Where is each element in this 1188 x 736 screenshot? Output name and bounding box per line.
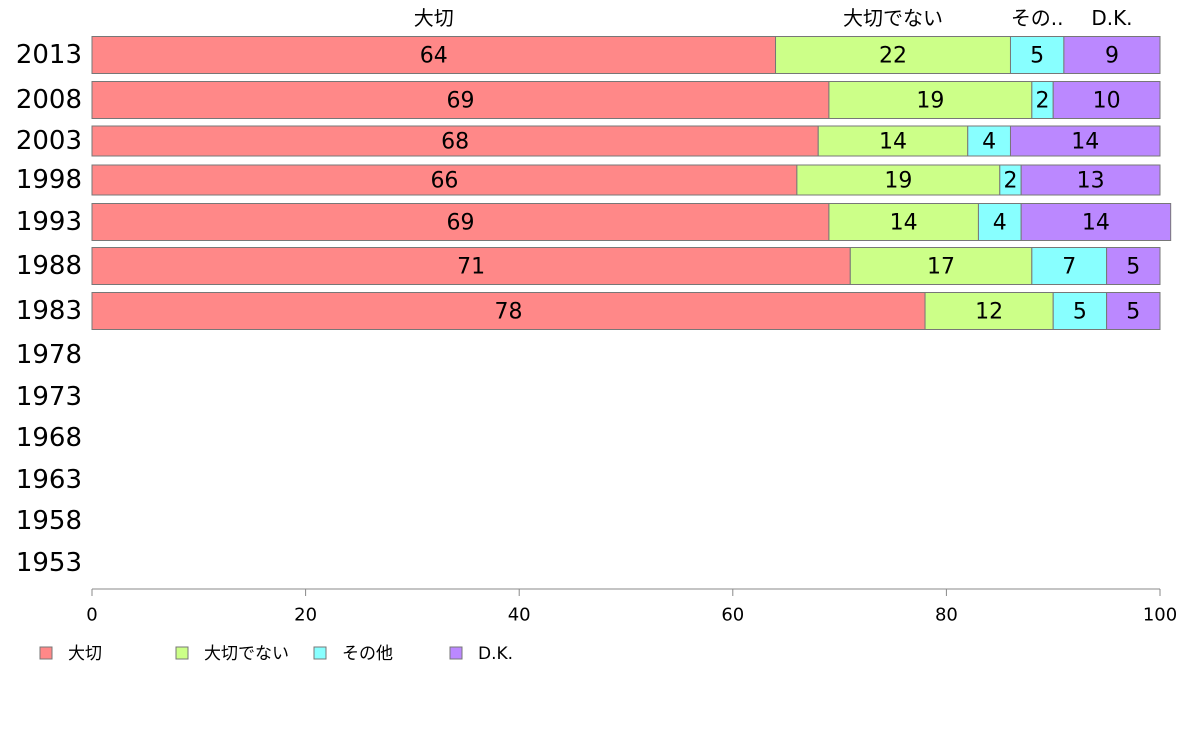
data-label: 22 [879,44,907,69]
series-top-label: 大切でない [843,6,943,30]
data-label: 10 [1093,89,1121,114]
y-tick-label: 1968 [16,423,82,453]
bar-segment [91,292,926,330]
data-label: 4 [982,130,996,155]
y-tick-label: 1983 [16,296,82,326]
data-label: 14 [1071,130,1099,155]
bar-segment [796,164,1001,196]
y-tick-label: 1973 [16,382,82,412]
y-tick-label: 2008 [16,85,82,115]
y-tick-label: 1998 [16,165,82,195]
data-label: 78 [495,300,523,325]
data-label: 2 [1036,89,1050,114]
bar-segment [967,125,1011,157]
data-label: 5 [1126,300,1140,325]
data-label: 19 [916,89,944,114]
bar-segment [1106,247,1161,285]
bar-segment [828,81,1033,119]
bar-segment [924,292,1054,330]
y-tick-label: 1963 [16,465,82,495]
bar-segment [1020,164,1161,196]
data-label: 71 [457,255,485,280]
y-tick-label: 1978 [16,340,82,370]
y-tick-label: 1953 [16,548,82,578]
y-tick-label: 2003 [16,126,82,156]
x-tick-label: 60 [721,605,744,626]
data-label: 12 [975,300,1003,325]
legend-label: 大切 [68,644,102,664]
x-tick-label: 100 [1143,605,1177,626]
bar-segment [91,36,777,74]
legend-label: D.K. [478,644,513,664]
data-label: 14 [890,211,918,236]
series-top-label: 大切 [414,6,454,30]
data-label: 69 [446,211,474,236]
bar-segment [91,81,830,119]
data-label: 9 [1105,44,1119,69]
bar-segment [91,125,819,157]
bar-segment [1009,125,1161,157]
legend-swatch [313,646,327,660]
data-label: 19 [884,169,912,194]
legend: 大切 大切でない その他 D.K. [39,644,513,664]
x-tick-label: 40 [508,605,531,626]
bar-segment [1020,203,1172,241]
bars: 64 22 5 9 69 19 2 10 68 14 4 14 66 19 2 13 69 14 4 14 71 17 7 5… [91,36,1172,330]
bar-segment [1106,292,1161,330]
x-tick-label: 80 [935,605,958,626]
data-label: 14 [1082,211,1110,236]
legend-swatch [175,646,189,660]
data-label: 5 [1030,44,1044,69]
data-label: 5 [1126,255,1140,280]
legend-label: 大切でない [204,644,289,664]
x-axis: 0 20 40 60 80 100 [86,588,1177,626]
x-tick-label: 20 [294,605,317,626]
top-series-labels: 大切 大切でない その.. D.K. [414,6,1133,30]
bar-segment [977,203,1022,241]
bar-segment [1063,36,1161,74]
y-tick-label: 2013 [16,40,82,70]
data-label: 14 [879,130,907,155]
data-label: 7 [1062,255,1076,280]
data-label: 66 [430,169,458,194]
data-label: 4 [993,211,1007,236]
y-tick-label: 1988 [16,251,82,281]
y-tick-label: 1958 [16,506,82,536]
data-label: 68 [441,130,469,155]
series-top-label: その.. [1011,6,1064,30]
data-label: 13 [1077,169,1105,194]
data-label: 69 [446,89,474,114]
legend-swatch [449,646,463,660]
data-label: 2 [1003,169,1017,194]
legend-label: その他 [342,644,393,664]
bar-segment [91,164,798,196]
data-label: 5 [1073,300,1087,325]
data-label: 17 [927,255,955,280]
y-tick-label: 1993 [16,207,82,237]
bar-segment [1009,36,1065,74]
bar-segment [1052,81,1161,119]
data-label: 64 [420,44,448,69]
bar-segment [1031,247,1108,285]
y-axis: 2013 2008 2003 1998 1993 1988 1983 1978 1973 1968… [16,40,82,578]
bar-segment [817,125,969,157]
legend-swatch [39,646,53,660]
series-top-label: D.K. [1091,6,1132,30]
bar-segment [775,36,1011,74]
x-tick-label: 0 [86,605,97,626]
